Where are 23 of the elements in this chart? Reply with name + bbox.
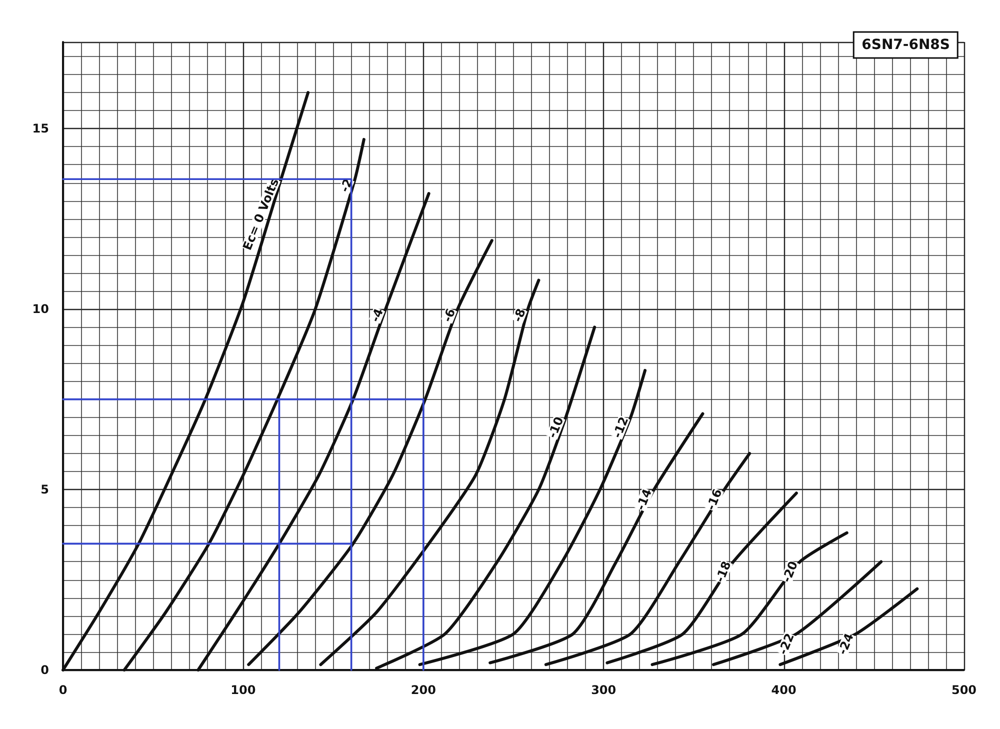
x-tick-label: 200 bbox=[410, 683, 436, 697]
text: -12 bbox=[610, 414, 632, 440]
text: Ec= 0 Volts bbox=[240, 176, 282, 252]
x-tick-label: 0 bbox=[58, 683, 68, 697]
text: -22 bbox=[776, 631, 797, 657]
x-tick-label: 300 bbox=[591, 683, 616, 697]
text: -4 bbox=[368, 306, 386, 324]
y-tick-label: 5 bbox=[40, 482, 49, 497]
text: -14 bbox=[633, 486, 655, 512]
x-tick-label: 500 bbox=[951, 683, 977, 697]
text: -20 bbox=[779, 559, 801, 584]
text: -10 bbox=[545, 414, 566, 440]
y-tick-label: 0 bbox=[40, 663, 49, 677]
x-tick-label: 400 bbox=[771, 683, 796, 697]
chart-title: 6SN7-6N8S bbox=[862, 37, 950, 53]
y-tick-label: 10 bbox=[32, 302, 49, 316]
text: -24 bbox=[835, 631, 856, 657]
text: -6 bbox=[440, 306, 458, 324]
y-tick-label: 15 bbox=[32, 122, 49, 136]
x-tick-label: 100 bbox=[230, 683, 256, 697]
text: -16 bbox=[704, 486, 725, 512]
text: -18 bbox=[712, 559, 734, 584]
text: -8 bbox=[510, 306, 528, 324]
